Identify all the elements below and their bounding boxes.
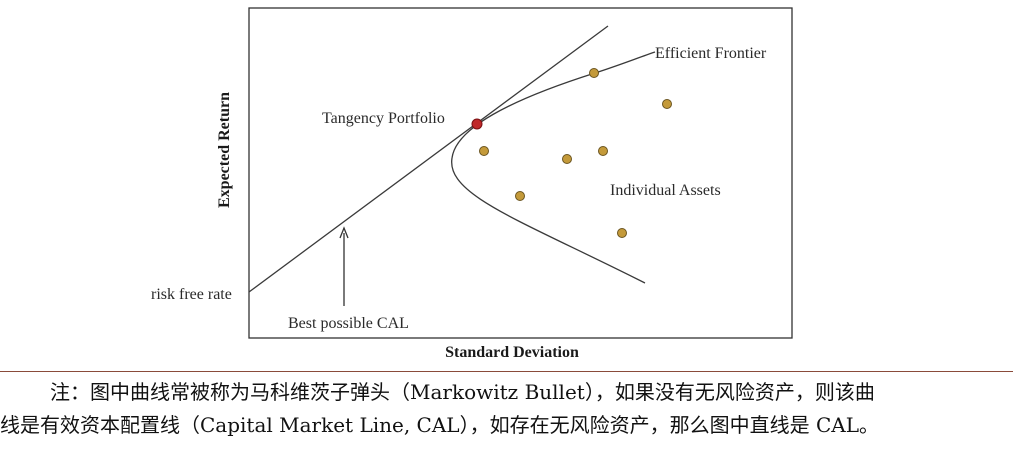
note-line-1: 注：图中曲线常被称为马科维茨子弹头（Markowitz Bullet），如果没有… [50,380,875,404]
figure-note: 注：图中曲线常被称为马科维茨子弹头（Markowitz Bullet），如果没有… [0,376,1008,442]
individual-assets-label: Individual Assets [610,182,721,199]
asset-point [479,146,489,156]
asset-point [617,228,627,238]
risk-free-rate-label: risk free rate [151,286,232,303]
asset-point [562,154,572,164]
cal-line [248,25,609,293]
asset-point [515,191,525,201]
asset-point [589,68,599,78]
cal-arrow-head [339,226,349,239]
asset-point [662,99,672,109]
efficient-frontier-diagram: Efficient Frontier Tangency Portfolio In… [151,7,793,361]
note-line-2: 线是有效资本配置线（Capital Market Line, CAL），如存在无… [0,413,879,437]
tangency-portfolio-label: Tangency Portfolio [322,110,445,127]
caption-divider [0,371,1013,372]
efficient-frontier-label: Efficient Frontier [655,45,767,62]
asset-point [598,146,608,156]
tangency-portfolio-point [471,118,483,130]
best-possible-cal-label: Best possible CAL [288,315,409,332]
individual-assets-points [479,68,672,238]
plot-frame [248,7,793,339]
x-axis-title: Standard Deviation [445,344,579,361]
efficient-frontier-curve [451,51,656,284]
y-axis-title: Expected Return [216,92,233,208]
